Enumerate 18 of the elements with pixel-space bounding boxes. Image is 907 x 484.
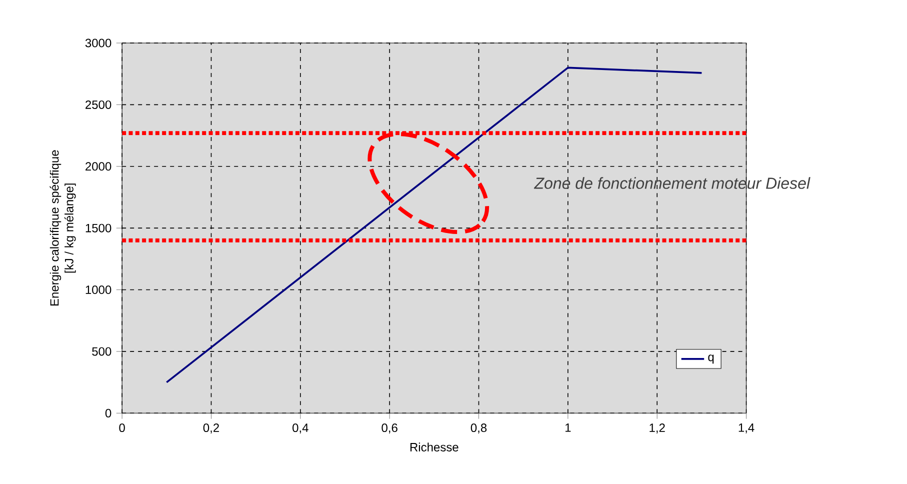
y-tick-label: 500 — [92, 347, 112, 356]
x-axis-title: Richesse — [410, 442, 458, 452]
x-tick-label: 0,8 — [470, 423, 487, 434]
y-axis-title: Energie calorifique spécifique [kJ / kg mélange] — [50, 150, 76, 306]
legend-label: q — [708, 354, 714, 364]
y-tick-label: 3000 — [85, 38, 112, 48]
x-tick-label: 0 — [119, 423, 125, 432]
x-tick-label: 1 — [566, 423, 571, 432]
x-tick-label: 1,2 — [650, 423, 665, 434]
y-tick-label: 1500 — [86, 224, 112, 232]
y-tick-label: 2500 — [86, 100, 112, 109]
x-tick-label: 1,4 — [738, 423, 754, 434]
x-tick-label: 0,6 — [382, 423, 398, 434]
y-tick-label: 0 — [105, 408, 112, 418]
x-tick-label: 0,4 — [292, 423, 308, 434]
y-tick-label: 2000 — [86, 162, 112, 171]
y-tick-label: 1000 — [86, 285, 112, 294]
x-tick-label: 0,2 — [203, 423, 219, 434]
